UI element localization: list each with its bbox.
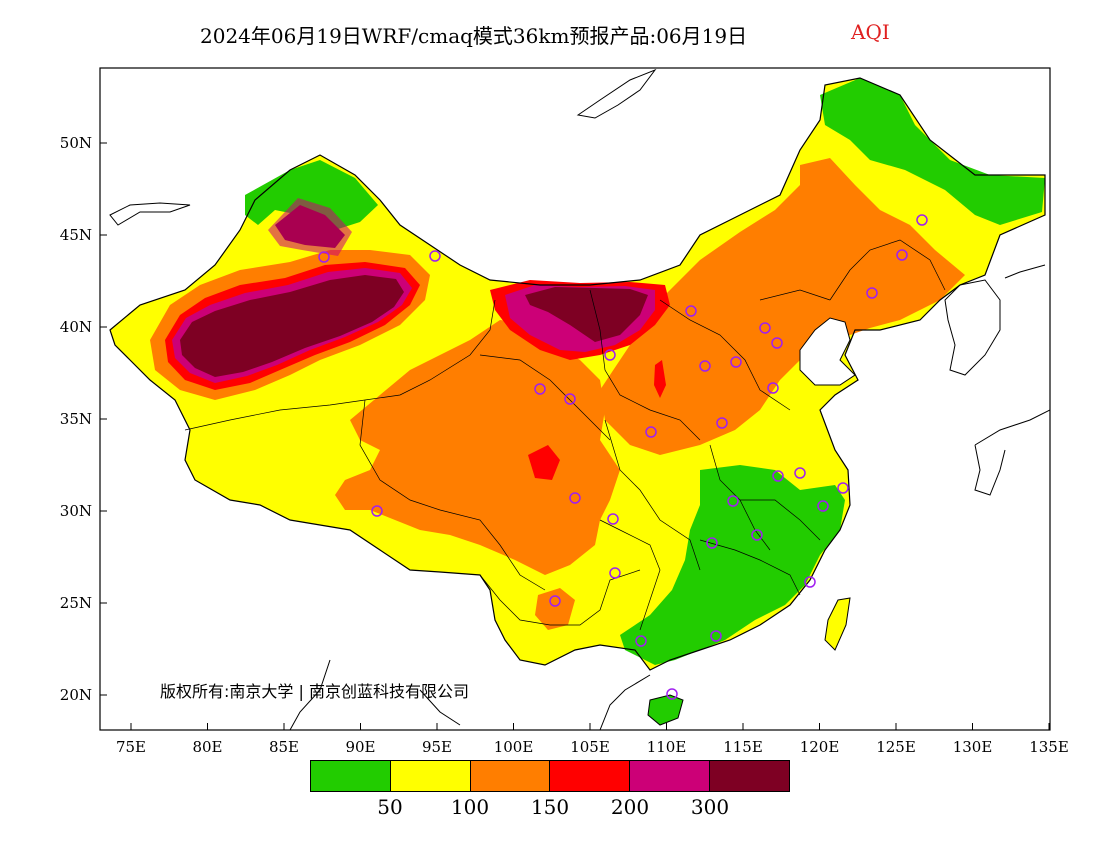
lon-label-105E: 105E (570, 738, 610, 756)
station-marker (318, 251, 330, 263)
legend-swatch-moderate (390, 761, 471, 791)
station-marker (564, 393, 576, 405)
station-marker (645, 426, 657, 438)
legend-label-50: 50 (377, 795, 403, 819)
legend-label-100: 100 (450, 795, 490, 819)
lon-label-110E: 110E (647, 738, 687, 756)
gansu-maroon-core (525, 287, 648, 342)
korea-outline (944, 279, 1001, 376)
hainan-island (648, 695, 683, 725)
lat-label-35N: 35N (60, 410, 92, 428)
lat-label-30N: 30N (60, 502, 92, 520)
station-marker (716, 417, 728, 429)
legend-label-150: 150 (530, 795, 570, 819)
station-marker (706, 537, 718, 549)
station-marker (699, 360, 711, 372)
legend-swatch-light (470, 761, 551, 791)
lon-label-115E: 115E (723, 738, 763, 756)
lon-label-135E: 135E (1029, 738, 1069, 756)
station-marker (772, 470, 784, 482)
map-frame (99, 67, 1051, 731)
lake-outline (576, 68, 657, 119)
hainan-border (647, 694, 684, 726)
xinjiang-maroon-core (180, 275, 404, 377)
taiwan-border (824, 597, 851, 651)
copyright-text: 版权所有:南京大学 | 南京创蓝科技有限公司 (160, 682, 469, 701)
title-text: 2024年06月19日WRF/cmaq模式36km预报产品:06月19日 (200, 24, 748, 48)
china-border (109, 77, 1046, 671)
north-orange-zone (600, 158, 965, 455)
station-marker (727, 495, 739, 507)
lon-label-90E: 90E (345, 738, 375, 756)
lon-label-85E: 85E (269, 738, 299, 756)
shanxi-red-spot (654, 360, 666, 398)
indochina-outline (289, 659, 651, 730)
legend-label-300: 300 (690, 795, 730, 819)
station-marker (534, 383, 546, 395)
station-marker (609, 567, 621, 579)
map-title: 2024年06月19日WRF/cmaq模式36km预报产品:06月19日 AQI (0, 20, 1100, 50)
lat-label-20N: 20N (60, 686, 92, 704)
legend-swatch-good (311, 761, 391, 791)
lat-label-25N: 25N (60, 594, 92, 612)
lat-label-50N: 50N (60, 134, 92, 152)
station-marker (804, 576, 816, 588)
station-marker (666, 688, 678, 700)
lat-label-45N: 45N (60, 226, 92, 244)
station-marker (549, 595, 561, 607)
lon-label-80E: 80E (192, 738, 222, 756)
station-marker (896, 249, 908, 261)
station-marker (817, 500, 829, 512)
station-marker (371, 505, 383, 517)
station-marker (794, 467, 806, 479)
lon-label-75E: 75E (116, 738, 146, 756)
bohai-sea (799, 317, 856, 386)
station-marker (635, 635, 647, 647)
station-marker (569, 492, 581, 504)
legend-label-200: 200 (610, 795, 650, 819)
balkhash-outline (109, 202, 191, 226)
north-xinjiang-purple (268, 198, 352, 256)
station-marker (607, 513, 619, 525)
lon-label-100E: 100E (494, 738, 534, 756)
title-variable: AQI (851, 20, 890, 44)
japan-outline (974, 409, 1050, 496)
northeast-green-zone (820, 78, 1045, 225)
lon-label-125E: 125E (876, 738, 916, 756)
station-marker (730, 356, 742, 368)
sichuan-red-spot (528, 445, 560, 480)
station-markers (318, 214, 928, 700)
legend-swatch-heavy (630, 761, 711, 791)
lat-label-40N: 40N (60, 318, 92, 336)
southeast-green-zone (620, 465, 845, 665)
station-marker (429, 250, 441, 262)
station-marker (759, 322, 771, 334)
station-marker (916, 214, 928, 226)
province-borders (184, 239, 946, 631)
station-marker (751, 529, 763, 541)
station-marker (685, 305, 697, 317)
south-orange-spot (535, 588, 575, 630)
northwest-green-zone (245, 160, 378, 230)
station-marker (837, 482, 849, 494)
lon-label-120E: 120E (800, 738, 840, 756)
color-legend (310, 760, 790, 792)
map-content (109, 68, 1050, 730)
central-orange-zone (335, 320, 620, 575)
station-marker (767, 382, 779, 394)
lon-label-95E: 95E (422, 738, 452, 756)
station-marker (771, 337, 783, 349)
lon-label-130E: 130E (953, 738, 993, 756)
legend-swatch-severe (710, 761, 789, 791)
station-marker (604, 349, 616, 361)
station-marker (710, 630, 722, 642)
longitude-axis: 75E 80E 85E 90E 95E 100E 105E 110E 115E 120E 125E 1… (116, 723, 1069, 756)
taiwan-island (825, 598, 850, 650)
latitude-axis: 50N 45N 40N 35N 30N 25N 20N (60, 134, 107, 704)
legend-swatch-medium (550, 761, 631, 791)
station-marker (866, 287, 878, 299)
sakhalin-outline (1004, 264, 1046, 279)
